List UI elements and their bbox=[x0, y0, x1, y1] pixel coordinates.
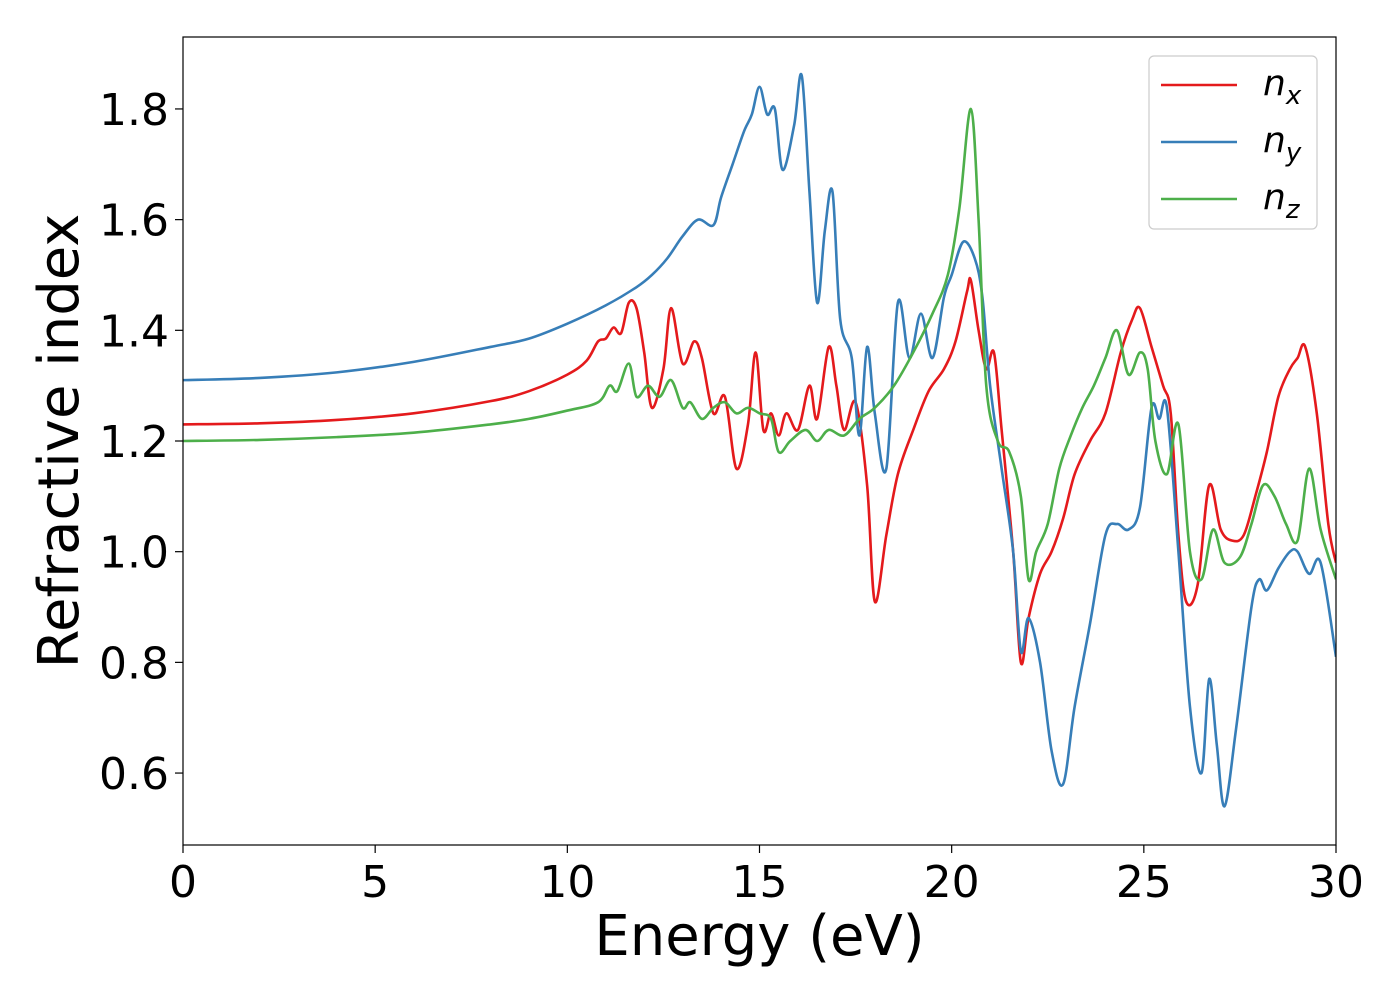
y-tick-label: 0.8 bbox=[99, 638, 169, 689]
x-tick-label: 20 bbox=[924, 857, 980, 908]
x-tick-label: 10 bbox=[539, 857, 595, 908]
y-tick-label: 0.6 bbox=[99, 749, 169, 800]
y-tick-label: 1.8 bbox=[99, 85, 169, 136]
series-layer bbox=[183, 72, 1336, 808]
y-axis-title: Refractive index bbox=[27, 214, 92, 669]
y-tick-label: 1.0 bbox=[99, 528, 169, 579]
y-axis: 0.6 0.8 1.0 1.2 1.4 1.6 1.8 bbox=[99, 85, 183, 800]
y-tick-label: 1.6 bbox=[99, 196, 169, 247]
x-axis-title: Energy (eV) bbox=[594, 904, 924, 969]
x-tick-label: 5 bbox=[361, 857, 389, 908]
series-line-nz bbox=[183, 107, 1336, 583]
x-tick-label: 30 bbox=[1308, 857, 1364, 908]
x-tick-label: 0 bbox=[169, 857, 197, 908]
y-tick-label: 1.4 bbox=[99, 306, 169, 357]
series-line-ny bbox=[183, 72, 1336, 808]
legend-label-nz: nz bbox=[1263, 177, 1301, 225]
series-line-nx bbox=[183, 276, 1336, 666]
x-tick-label: 15 bbox=[732, 857, 788, 908]
x-axis: 0 5 10 15 20 25 30 bbox=[169, 845, 1364, 908]
x-tick-label: 25 bbox=[1116, 857, 1172, 908]
y-tick-label: 1.2 bbox=[99, 417, 169, 468]
